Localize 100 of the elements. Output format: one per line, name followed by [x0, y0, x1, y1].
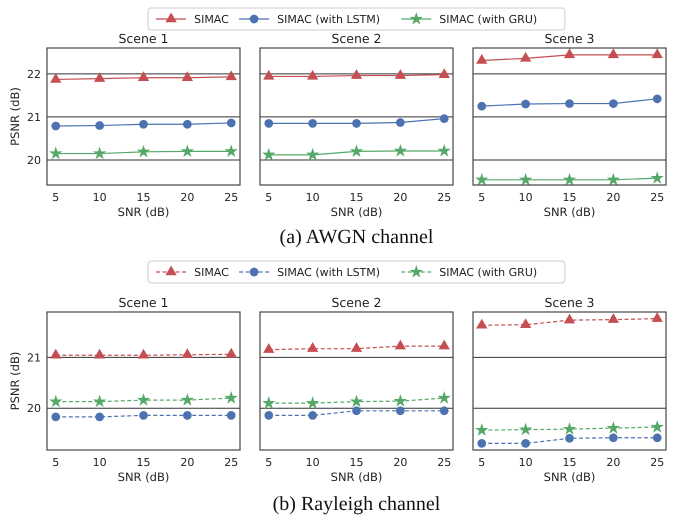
point — [475, 172, 488, 186]
point — [224, 391, 238, 404]
x-axis-title: SNR (dB) — [330, 470, 382, 484]
point — [49, 394, 62, 408]
point — [438, 340, 450, 350]
x-tick-label: 10 — [518, 456, 533, 469]
point — [350, 69, 362, 79]
point — [394, 394, 408, 407]
chart-title: Scene 3 — [544, 295, 595, 310]
point — [226, 70, 237, 80]
point — [51, 122, 60, 130]
point — [606, 172, 620, 186]
chart-title: Scene 1 — [118, 295, 169, 310]
point — [521, 439, 530, 448]
y-axis-title: PSNR (dB) — [8, 87, 22, 146]
x-tick-label: 25 — [437, 456, 452, 469]
x-tick-label: 25 — [650, 456, 664, 469]
x-axis-title: SNR (dB) — [544, 470, 596, 484]
x-axis-title: SNR (dB) — [118, 470, 170, 484]
point — [565, 434, 574, 443]
point — [51, 412, 60, 422]
point — [50, 348, 62, 359]
point — [308, 411, 318, 420]
point — [94, 72, 106, 82]
y-tick-label: 20 — [27, 402, 41, 416]
point — [650, 171, 664, 184]
chart-title: Scene 2 — [331, 31, 382, 46]
x-tick-label: 5 — [265, 456, 272, 469]
point — [520, 52, 532, 62]
x-tick-label: 5 — [478, 456, 486, 469]
x-tick-label: 25 — [224, 456, 238, 469]
point — [180, 144, 194, 158]
point — [182, 120, 192, 129]
x-tick-label: 25 — [650, 191, 664, 204]
point — [652, 312, 663, 322]
x-tick-label: 25 — [437, 191, 452, 204]
point — [476, 54, 488, 64]
x-tick-label: 20 — [393, 191, 408, 204]
legend-label: SIMAC (with GRU) — [439, 13, 538, 26]
point — [95, 121, 104, 130]
x-tick-label: 10 — [306, 456, 320, 469]
point — [565, 99, 574, 108]
point — [350, 394, 364, 408]
x-tick-label: 10 — [92, 456, 107, 469]
point — [477, 102, 486, 111]
x-tick-label: 5 — [265, 191, 272, 204]
point — [95, 412, 104, 422]
point — [394, 144, 408, 157]
point — [562, 172, 576, 186]
text: (a) AWGN channel — [280, 226, 434, 248]
x-tick-label: 10 — [306, 191, 320, 204]
point — [518, 422, 532, 436]
point — [49, 146, 62, 160]
point — [608, 433, 618, 442]
y-tick-label: 22 — [27, 68, 41, 81]
x-axis-title: SNR (dB) — [544, 205, 596, 219]
x-tick-label: 20 — [606, 456, 620, 469]
x-axis-title: SNR (dB) — [330, 205, 382, 219]
point — [564, 48, 576, 58]
point — [350, 144, 364, 158]
point — [263, 343, 274, 353]
point — [438, 391, 451, 404]
point — [394, 69, 406, 79]
chart-title: Scene 1 — [118, 31, 169, 46]
x-tick-label: 20 — [180, 456, 194, 469]
legend-label: SIMAC (with LSTM) — [277, 266, 380, 279]
point — [136, 144, 150, 158]
point — [226, 411, 236, 420]
point — [396, 406, 405, 416]
legend-label: SIMAC — [194, 13, 230, 26]
y-tick-label: 21 — [27, 351, 41, 364]
x-tick-label: 5 — [52, 456, 60, 469]
point — [562, 422, 576, 435]
x-tick-label: 20 — [180, 191, 194, 204]
point — [138, 348, 150, 359]
point — [307, 342, 318, 352]
point — [50, 72, 62, 83]
x-tick-label: 15 — [136, 191, 150, 204]
point — [440, 406, 449, 416]
point — [606, 421, 620, 434]
point — [350, 342, 362, 352]
point — [139, 411, 148, 420]
point — [518, 172, 532, 186]
point — [263, 70, 274, 80]
x-tick-label: 15 — [562, 456, 576, 469]
point — [182, 411, 192, 420]
point — [262, 148, 276, 161]
x-tick-label: 25 — [224, 191, 238, 204]
text: (b) Rayleigh channel — [272, 493, 441, 515]
x-axis-title: SNR (dB) — [118, 205, 170, 219]
point — [182, 71, 193, 81]
point — [652, 94, 662, 104]
x-tick-label: 5 — [478, 191, 486, 204]
x-tick-label: 10 — [518, 191, 533, 204]
point — [652, 48, 663, 58]
point — [264, 411, 274, 420]
point — [264, 119, 274, 128]
point — [477, 439, 486, 448]
point — [182, 348, 193, 358]
point — [306, 396, 320, 409]
